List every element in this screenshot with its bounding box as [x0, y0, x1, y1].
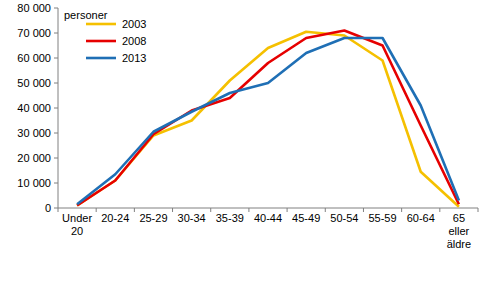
x-tick	[478, 208, 479, 212]
x-tick-label: 50-54	[330, 212, 358, 224]
legend-label: 2003	[122, 18, 146, 30]
x-tick-label: 40-44	[254, 212, 282, 224]
x-tick-label: 25-29	[139, 212, 167, 224]
y-tick	[54, 58, 58, 59]
x-tick-label: 30-34	[178, 212, 206, 224]
y-tick	[54, 33, 58, 34]
x-tick	[172, 208, 173, 212]
y-tick-label: 10 000	[17, 177, 51, 189]
y-tick	[54, 208, 58, 209]
y-tick	[54, 8, 58, 9]
y-tick	[54, 133, 58, 134]
y-tick	[54, 183, 58, 184]
x-tick	[248, 208, 249, 212]
x-tick-label-line: 55-59	[368, 212, 396, 224]
x-tick-label-line: 45-49	[292, 212, 320, 224]
y-tick	[54, 83, 58, 84]
x-axis	[58, 208, 478, 209]
chart: 0 10 000 20 000 30 000 40 000 50 000 60 000 70 …	[0, 0, 483, 294]
y-axis-label: personer	[64, 9, 108, 21]
x-tick	[134, 208, 135, 212]
x-tick-label: 65elleräldre	[447, 212, 471, 250]
legend-label: 2013	[122, 52, 146, 64]
legend-swatch	[86, 40, 116, 43]
y-tick	[54, 158, 58, 159]
x-tick	[439, 208, 440, 212]
y-tick-label: 30 000	[17, 127, 51, 139]
x-tick-label-line: 40-44	[254, 212, 282, 224]
series-group	[77, 31, 459, 207]
legend-swatch	[86, 57, 116, 60]
x-tick-label-line: äldre	[447, 238, 471, 250]
x-tick-label-line: eller	[449, 225, 470, 237]
x-tick-label: 45-49	[292, 212, 320, 224]
series-line	[77, 31, 459, 206]
y-tick-label: 50 000	[17, 77, 51, 89]
x-tick	[210, 208, 211, 212]
y-tick-label: 80 000	[17, 2, 51, 14]
x-tick	[325, 208, 326, 212]
x-tick-label: 20-24	[101, 212, 129, 224]
x-tick-label-line: 20	[71, 225, 83, 237]
x-tick	[401, 208, 402, 212]
y-tick-label: 20 000	[17, 152, 51, 164]
x-tick-label: Under20	[62, 212, 92, 237]
series-line	[77, 32, 459, 207]
legend-label: 2008	[122, 35, 146, 47]
x-tick	[58, 208, 59, 212]
x-tick-label: 55-59	[368, 212, 396, 224]
y-axis	[58, 8, 59, 208]
y-tick-label: 0	[45, 202, 51, 214]
y-tick-label: 70 000	[17, 27, 51, 39]
y-tick-label: 40 000	[17, 102, 51, 114]
y-tick-label: 60 000	[17, 52, 51, 64]
x-tick-label: 60-64	[407, 212, 435, 224]
legend-swatch	[86, 23, 116, 26]
series-line	[77, 38, 459, 204]
x-tick-label-line: 35-39	[216, 212, 244, 224]
x-tick-label-line: 25-29	[139, 212, 167, 224]
x-tick	[287, 208, 288, 212]
x-tick-label-line: 50-54	[330, 212, 358, 224]
x-tick	[363, 208, 364, 212]
x-tick-label-line: Under	[62, 212, 92, 224]
x-tick-label: 35-39	[216, 212, 244, 224]
x-tick	[96, 208, 97, 212]
x-tick-label-line: 30-34	[178, 212, 206, 224]
x-tick-label-line: 20-24	[101, 212, 129, 224]
x-tick-label-line: 60-64	[407, 212, 435, 224]
y-tick	[54, 108, 58, 109]
x-tick-label-line: 65	[453, 212, 465, 224]
